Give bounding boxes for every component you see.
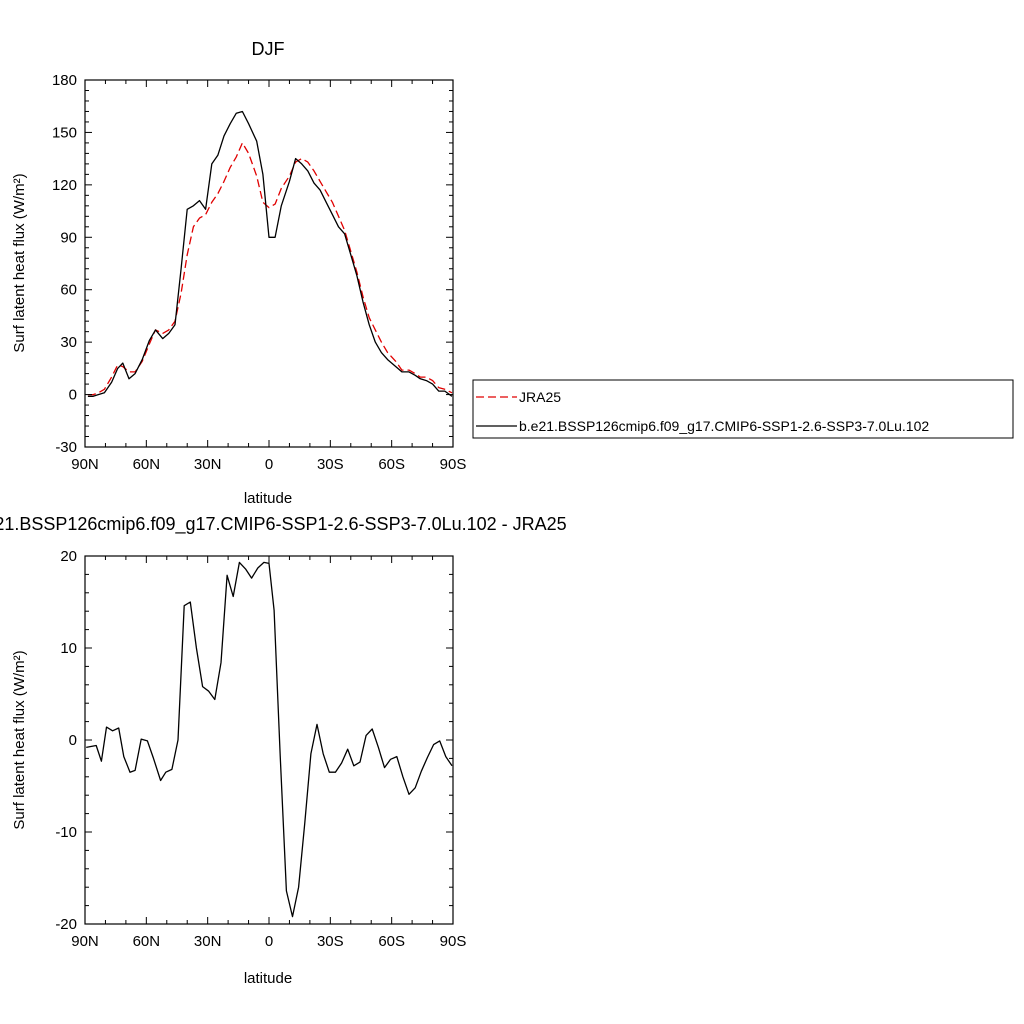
top-x-tick-label: 30N (194, 456, 222, 473)
top-series-line-2 (87, 110, 453, 397)
top-y-tick-label: 0 (69, 387, 77, 404)
legend-box (472, 379, 1014, 439)
top-y-tick-label: 30 (60, 334, 77, 351)
bottom-y-tick-label: 0 (69, 732, 77, 749)
bottom-panel: b.e21.BSSP126cmip6.f09_g17.CMIP6-SSP1-2.… (0, 514, 567, 987)
top-panel: DJF 90N 60N 30N 0 30S 60S 90S -30 0 30 60 90 120 150 1… (11, 39, 466, 507)
bottom-y-tick-label: -20 (55, 916, 77, 933)
top-x-tick-label: 90S (440, 456, 467, 473)
top-chart-title: DJF (252, 39, 285, 59)
top-x-tick-label: 30S (317, 456, 344, 473)
bottom-y-axis-label: Surf latent heat flux (W/m²) (11, 650, 28, 829)
top-x-axis-label: latitude (244, 490, 292, 507)
bottom-y-tick-label: -10 (55, 824, 77, 841)
bottom-y-tick-label: 20 (60, 548, 77, 565)
bottom-x-tick-label: 0 (265, 933, 273, 950)
top-y-axis-label: Surf latent heat flux (W/m²) (11, 173, 28, 352)
top-x-tick-label: 0 (265, 456, 273, 473)
bottom-x-tick-label: 30N (194, 933, 222, 950)
top-y-tick-label: 90 (60, 229, 77, 246)
top-y-tick-label: -30 (55, 439, 77, 456)
top-x-tick-label: 90N (71, 456, 99, 473)
top-y-tick-label: 180 (52, 72, 77, 89)
bottom-series-line-1 (86, 561, 453, 918)
bottom-plot-frame (84, 555, 454, 925)
top-x-tick-label: 60N (133, 456, 161, 473)
bottom-x-tick-label: 60N (133, 933, 161, 950)
bottom-x-tick-label: 90N (71, 933, 99, 950)
legend: JRA25 b.e21.BSSP126cmip6.f09_g17.CMIP6-S… (472, 379, 1014, 439)
top-series-line-1 (87, 142, 453, 396)
top-y-tick-label: 60 (60, 282, 77, 299)
bottom-x-tick-label: 60S (378, 933, 405, 950)
bottom-x-tick-label: 30S (317, 933, 344, 950)
top-x-tick-label: 60S (378, 456, 405, 473)
bottom-chart-title: b.e21.BSSP126cmip6.f09_g17.CMIP6-SSP1-2.… (0, 514, 567, 535)
bottom-x-tick-label: 90S (440, 933, 467, 950)
legend-label-jra25: JRA25 (519, 389, 561, 405)
bottom-y-tick-label: 10 (60, 640, 77, 657)
bottom-x-axis-label: latitude (244, 970, 292, 987)
legend-label-model: b.e21.BSSP126cmip6.f09_g17.CMIP6-SSP1-2.… (519, 418, 929, 434)
top-y-tick-label: 120 (52, 177, 77, 194)
top-plot-frame (84, 79, 454, 448)
top-y-tick-label: 150 (52, 124, 77, 141)
